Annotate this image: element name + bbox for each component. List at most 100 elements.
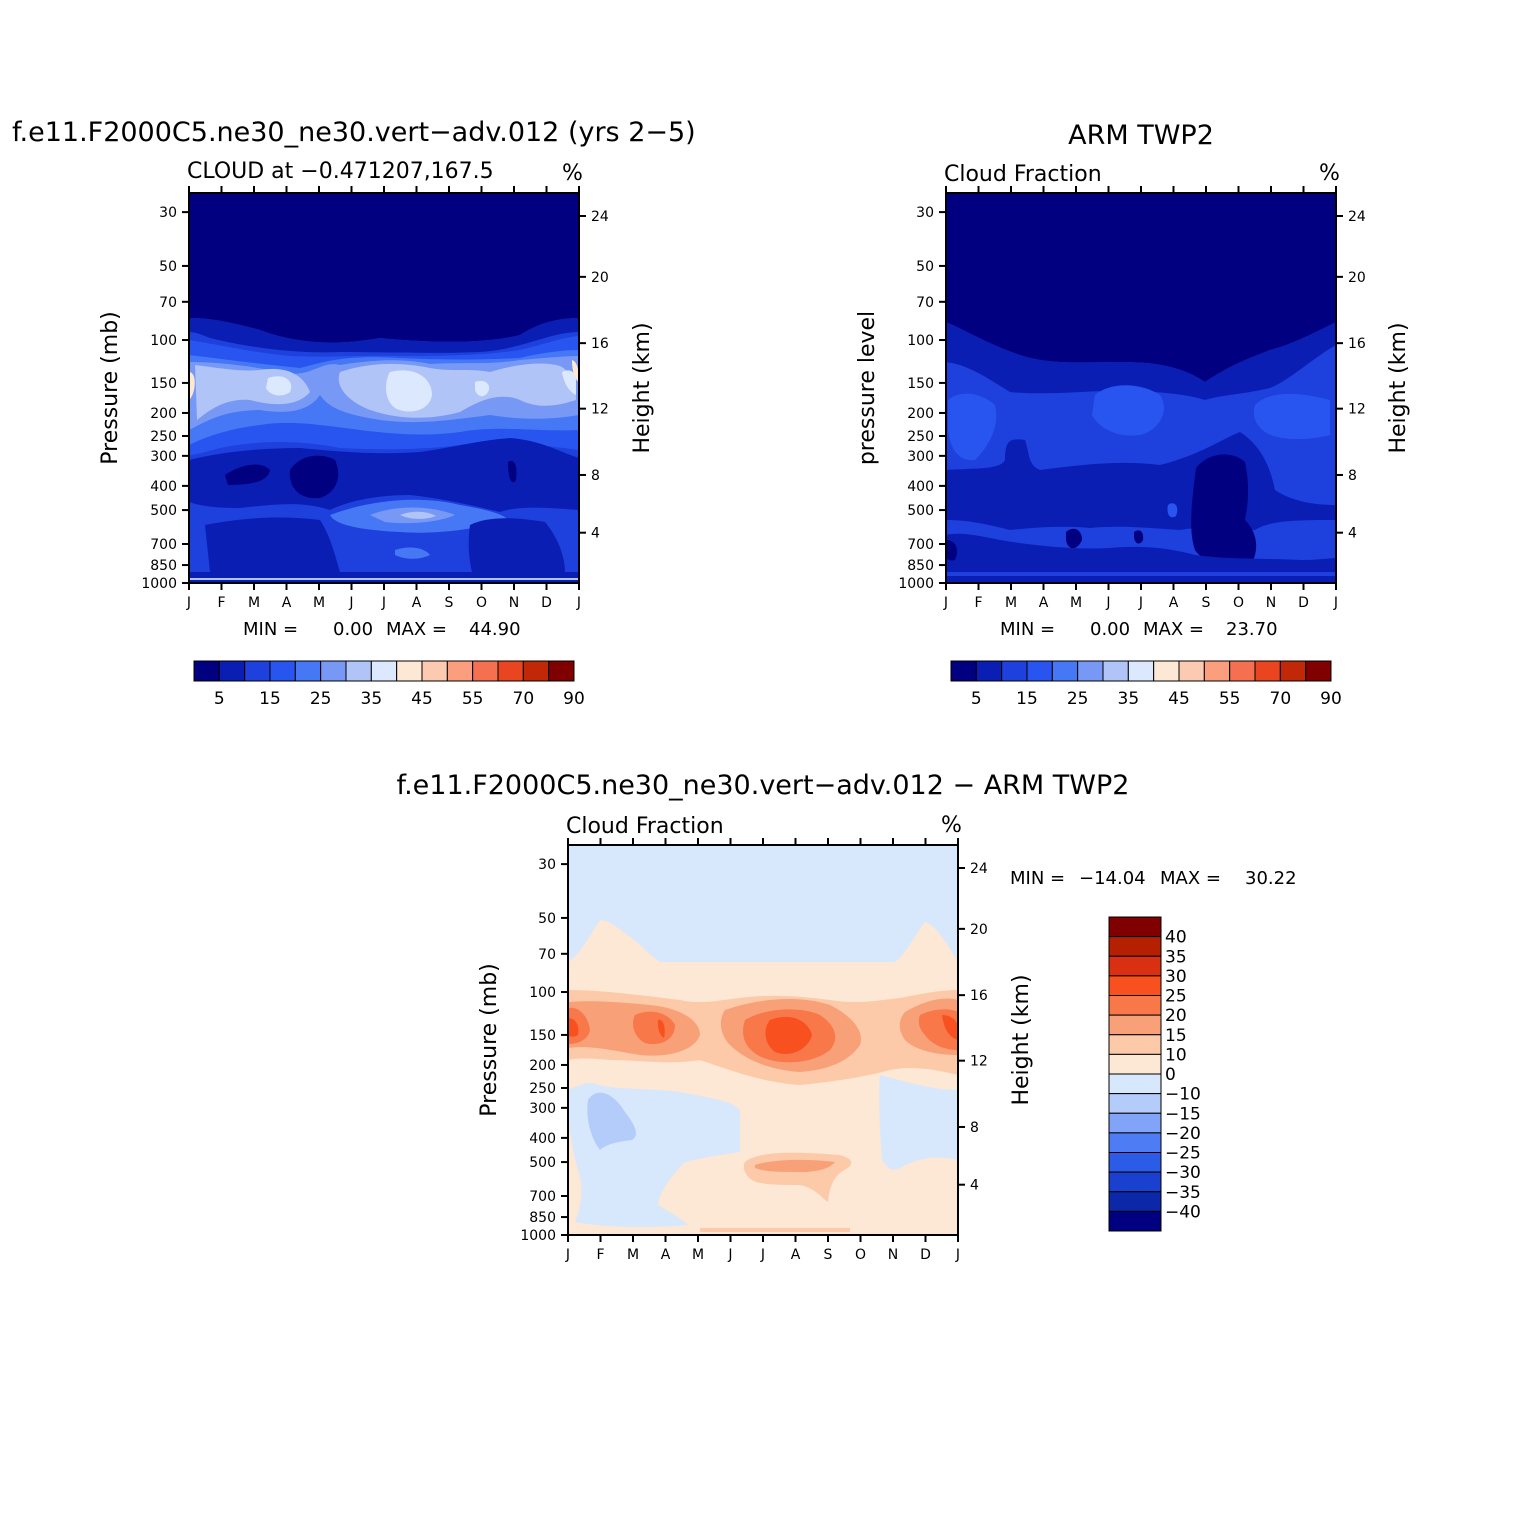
model-colorbar-label: 55 — [462, 689, 484, 709]
obs-colorbar-swatch — [1077, 660, 1104, 682]
model-x-tick-label: M — [313, 595, 325, 611]
model-colorbar-swatch — [294, 660, 322, 682]
model-colorbar-swatch — [421, 660, 448, 682]
diff-ylabel: Pressure (mb) — [477, 963, 502, 1117]
diff-colorbar-swatch — [1108, 1053, 1162, 1075]
diff-colorbar-swatch — [1108, 975, 1162, 996]
obs-x-tick-label: S — [1202, 595, 1211, 611]
diff-y-tick-label: 150 — [529, 1028, 556, 1044]
panel-obs: ARM TWP2 Cloud Fraction % J F M A M J J A S O N D J 3… — [855, 120, 1411, 709]
model-x-tick-label: J — [348, 595, 353, 611]
obs-y-tick-label: 250 — [907, 429, 934, 445]
diff-colorbar-label: 15 — [1165, 1026, 1187, 1046]
diff-colorbar-swatch — [1108, 1034, 1162, 1055]
diff-y-right-tick-label: 20 — [970, 922, 988, 938]
obs-y-right-tick-label: 24 — [1348, 209, 1366, 225]
model-colorbar-label: 45 — [411, 689, 433, 709]
obs-y-tick-label: 300 — [907, 449, 934, 465]
diff-title: f.e11.F2000C5.ne30_ne30.vert−adv.012 − A… — [397, 770, 1130, 801]
obs-colorbar-label: 15 — [1016, 689, 1038, 709]
diff-colorbar-label: 25 — [1165, 987, 1187, 1007]
model-y-tick-label: 500 — [150, 503, 177, 519]
diff-colorbar-swatch — [1108, 916, 1162, 938]
model-y-tick-label: 300 — [150, 449, 177, 465]
model-contour-field — [189, 193, 579, 583]
model-axes: J F M A M J J A S O N D J 30 50 70 100 150 200 250 300 400 500… — [141, 186, 609, 611]
obs-colorbar-label: 5 — [971, 689, 982, 709]
model-colorbar-swatch — [320, 660, 347, 682]
panel-model: f.e11.F2000C5.ne30_ne30.vert−adv.012 (yr… — [12, 117, 696, 709]
diff-colorbar-swatch — [1108, 1171, 1162, 1193]
obs-min-value: 0.00 — [1090, 619, 1130, 640]
diff-x-tick-label: J — [955, 1247, 960, 1263]
obs-colorbar-swatch — [1254, 660, 1281, 682]
model-min-value: 0.00 — [333, 619, 373, 640]
diff-x-tick-label: N — [888, 1247, 898, 1263]
model-y-right-tick-label: 12 — [591, 402, 609, 418]
obs-colorbar-swatch — [1229, 660, 1256, 682]
model-y-tick-label: 700 — [150, 537, 177, 553]
diff-colorbar-swatch — [1108, 1152, 1162, 1173]
model-colorbar-swatch — [472, 660, 499, 682]
diff-colorbar-label: −35 — [1165, 1183, 1201, 1203]
diff-x-tick-label: A — [791, 1247, 801, 1263]
obs-x-tick-label: A — [1169, 595, 1179, 611]
diff-colorbar-label: −40 — [1165, 1202, 1201, 1222]
diff-colorbar-swatch — [1108, 1210, 1162, 1232]
model-x-tick-label: J — [576, 595, 581, 611]
obs-x-tick-label: J — [1105, 595, 1110, 611]
obs-colorbar-swatch — [975, 660, 1003, 682]
diff-colorbar-swatch — [1108, 1014, 1162, 1036]
obs-y-tick-label: 700 — [907, 537, 934, 553]
model-colorbar-label: 15 — [259, 689, 281, 709]
model-y-right-tick-label: 4 — [591, 526, 600, 542]
obs-colorbar-swatch — [1026, 660, 1053, 682]
model-ylabel-right: Height (km) — [630, 322, 655, 453]
diff-y-tick-label: 850 — [529, 1210, 556, 1226]
model-colorbar-label: 35 — [361, 689, 383, 709]
obs-colorbar-swatch — [1102, 660, 1129, 682]
model-max-label: MAX = — [386, 619, 447, 640]
obs-colorbar-label: 55 — [1219, 689, 1241, 709]
model-y-tick-label: 850 — [150, 558, 177, 574]
diff-y-tick-label: 300 — [529, 1101, 556, 1117]
diff-colorbar-label: −15 — [1165, 1104, 1201, 1124]
model-y-tick-label: 200 — [150, 406, 177, 422]
obs-y-tick-label: 50 — [916, 259, 934, 275]
diff-y-tick-label: 70 — [538, 947, 556, 963]
obs-colorbar-swatch — [1127, 660, 1155, 682]
obs-x-tick-label: F — [974, 595, 982, 611]
diff-y-tick-label: 400 — [529, 1131, 556, 1147]
diff-x-tick-label: O — [855, 1247, 866, 1263]
model-y-right-tick-label: 8 — [591, 468, 600, 484]
obs-y-tick-label: 200 — [907, 406, 934, 422]
diff-colorbar-swatch — [1108, 955, 1162, 977]
diff-colorbar-label: 30 — [1165, 967, 1187, 987]
model-x-tick-label: O — [476, 595, 487, 611]
diff-y-right-tick-label: 16 — [970, 988, 988, 1004]
diff-colorbar-label: −25 — [1165, 1144, 1201, 1164]
diff-colorbar-swatch — [1108, 1093, 1162, 1114]
diff-y-tick-label: 100 — [529, 985, 556, 1001]
obs-colorbar-swatch — [1178, 660, 1205, 682]
diff-units: % — [941, 813, 962, 838]
diff-x-tick-label: M — [627, 1247, 639, 1263]
obs-title: ARM TWP2 — [1068, 120, 1214, 151]
obs-colorbar-label: 25 — [1067, 689, 1089, 709]
diff-x-tick-label: A — [661, 1247, 671, 1263]
model-colorbar-swatch — [497, 660, 524, 682]
model-y-tick-label: 400 — [150, 479, 177, 495]
obs-colorbar-swatch — [1153, 660, 1180, 682]
model-colorbar-swatch — [244, 660, 271, 682]
obs-min-label: MIN = — [1000, 619, 1055, 640]
diff-x-tick-label: D — [920, 1247, 931, 1263]
model-subtitle: CLOUD at −0.471207,167.5 — [187, 159, 494, 184]
diff-y-tick-label: 1000 — [520, 1228, 556, 1244]
model-colorbar-swatch — [522, 660, 550, 682]
model-colorbar-label: 70 — [513, 689, 535, 709]
diff-x-tick-label: J — [760, 1247, 765, 1263]
obs-colorbar-label: 70 — [1270, 689, 1292, 709]
obs-y-tick-label: 1000 — [898, 576, 934, 592]
model-y-right-tick-label: 20 — [591, 270, 609, 286]
